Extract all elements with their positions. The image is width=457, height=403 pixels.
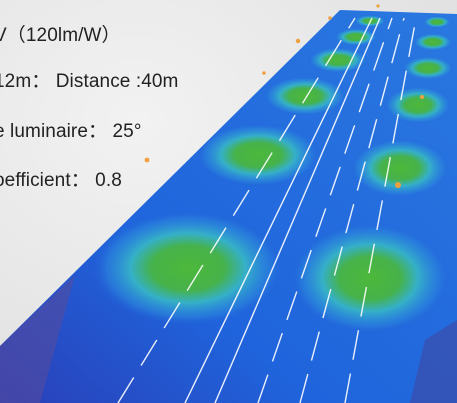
lane-markings: [117, 17, 417, 403]
lane-line: [117, 17, 356, 403]
spec-height-distance: 12m： Distance :40m: [0, 71, 179, 92]
luminaire-dot: [420, 95, 424, 99]
luminaire-dot: [395, 182, 401, 188]
spec-efficacy: V（120lm/W）: [0, 25, 121, 46]
lane-line: [299, 17, 405, 403]
light-pool: [413, 33, 453, 51]
road-edge-shadow-right: [410, 320, 457, 403]
luminaire-dot: [144, 157, 150, 163]
spec-coefficient: oefficient： 0.8: [0, 170, 122, 191]
luminaire-dot: [262, 71, 266, 75]
lane-line: [214, 17, 381, 403]
lane-line: [257, 17, 393, 403]
light-pool: [196, 123, 320, 187]
lane-line: [184, 17, 373, 403]
luminaire-dot: [328, 16, 332, 20]
luminaire-dot: [376, 4, 380, 8]
light-pool: [334, 28, 378, 46]
road-edge-shadow: [0, 275, 75, 403]
luminaire-markers: [144, 4, 424, 188]
light-pool: [308, 47, 368, 73]
light-pool: [290, 222, 450, 334]
light-pool: [402, 56, 454, 80]
spec-luminaire-angle: e luminaire： 25°: [0, 121, 142, 142]
light-pool: [423, 16, 451, 28]
lane-line: [344, 17, 417, 403]
light-pool: [384, 86, 452, 124]
light-pool: [350, 138, 450, 198]
light-pool: [263, 76, 347, 116]
luminaire-dot: [295, 38, 301, 44]
